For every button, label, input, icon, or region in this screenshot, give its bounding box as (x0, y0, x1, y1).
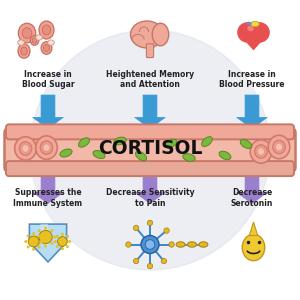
Circle shape (66, 245, 69, 248)
Circle shape (66, 235, 69, 238)
Circle shape (38, 242, 41, 245)
Circle shape (28, 236, 39, 247)
Ellipse shape (183, 154, 195, 161)
Circle shape (145, 240, 155, 249)
Ellipse shape (276, 144, 282, 150)
Circle shape (147, 263, 153, 269)
Ellipse shape (250, 140, 272, 163)
Ellipse shape (18, 23, 36, 43)
Ellipse shape (30, 36, 39, 45)
Ellipse shape (114, 137, 126, 145)
Circle shape (134, 225, 139, 231)
Text: Decrease Sensitivity
to Pain: Decrease Sensitivity to Pain (106, 188, 194, 208)
Ellipse shape (188, 242, 196, 247)
Ellipse shape (18, 40, 24, 45)
Ellipse shape (258, 148, 264, 155)
Circle shape (238, 23, 257, 42)
Circle shape (38, 235, 40, 238)
Circle shape (169, 242, 174, 247)
Ellipse shape (44, 144, 50, 151)
Circle shape (53, 236, 56, 238)
Circle shape (56, 235, 59, 238)
Polygon shape (238, 33, 269, 50)
Circle shape (54, 240, 57, 243)
Circle shape (24, 240, 27, 243)
Circle shape (126, 242, 131, 247)
Ellipse shape (36, 35, 42, 40)
Circle shape (50, 242, 53, 245)
Ellipse shape (48, 40, 54, 45)
Polygon shape (29, 224, 67, 262)
Circle shape (44, 226, 47, 230)
Text: Heightened Memory
and Attention: Heightened Memory and Attention (106, 70, 194, 89)
Ellipse shape (41, 42, 52, 54)
Ellipse shape (135, 151, 147, 161)
Ellipse shape (19, 142, 32, 155)
Ellipse shape (39, 21, 54, 39)
Ellipse shape (199, 242, 208, 247)
Ellipse shape (240, 140, 252, 148)
Ellipse shape (42, 25, 51, 35)
FancyBboxPatch shape (4, 128, 296, 172)
Text: Increase in
Blood Sugar: Increase in Blood Sugar (22, 70, 74, 89)
Ellipse shape (18, 44, 30, 58)
Text: Increase in
Blood Pressure: Increase in Blood Pressure (219, 70, 285, 89)
Circle shape (30, 30, 270, 270)
Circle shape (38, 245, 40, 248)
Ellipse shape (176, 242, 185, 247)
Ellipse shape (219, 151, 231, 160)
Circle shape (38, 229, 41, 232)
Ellipse shape (60, 149, 72, 157)
Ellipse shape (130, 21, 164, 48)
Text: Decrease
Serotonin: Decrease Serotonin (231, 188, 273, 208)
Ellipse shape (44, 44, 50, 52)
Circle shape (35, 236, 38, 238)
Ellipse shape (36, 136, 57, 159)
Ellipse shape (78, 138, 90, 147)
Ellipse shape (21, 47, 27, 55)
Ellipse shape (15, 137, 36, 160)
FancyBboxPatch shape (6, 161, 294, 176)
Circle shape (32, 248, 35, 251)
FancyBboxPatch shape (146, 44, 154, 58)
Ellipse shape (152, 23, 169, 46)
Circle shape (44, 244, 47, 247)
Ellipse shape (246, 22, 252, 25)
Circle shape (61, 233, 64, 236)
Ellipse shape (268, 135, 290, 159)
Ellipse shape (247, 26, 254, 31)
Ellipse shape (255, 145, 267, 158)
Circle shape (68, 240, 71, 243)
Polygon shape (40, 224, 48, 247)
Ellipse shape (242, 234, 265, 261)
Ellipse shape (165, 139, 177, 148)
Ellipse shape (273, 140, 285, 154)
Circle shape (39, 230, 52, 244)
Circle shape (164, 228, 169, 233)
FancyBboxPatch shape (6, 124, 294, 139)
Ellipse shape (22, 145, 28, 152)
Circle shape (250, 23, 269, 42)
Circle shape (32, 232, 35, 235)
Ellipse shape (22, 28, 32, 38)
Circle shape (27, 235, 30, 238)
Circle shape (50, 229, 53, 232)
Circle shape (27, 245, 30, 248)
Circle shape (58, 237, 67, 246)
Ellipse shape (251, 21, 259, 27)
Ellipse shape (32, 38, 37, 43)
Text: Suppresses the
Immune System: Suppresses the Immune System (14, 188, 83, 208)
Ellipse shape (40, 141, 53, 154)
Circle shape (134, 258, 139, 264)
Text: CORTISOL: CORTISOL (98, 139, 202, 158)
Circle shape (147, 220, 153, 226)
Circle shape (141, 236, 159, 253)
Ellipse shape (202, 137, 212, 146)
Circle shape (61, 247, 64, 250)
Circle shape (161, 258, 167, 264)
Circle shape (56, 245, 59, 248)
Ellipse shape (93, 151, 105, 158)
Circle shape (40, 240, 43, 243)
Polygon shape (249, 222, 258, 236)
